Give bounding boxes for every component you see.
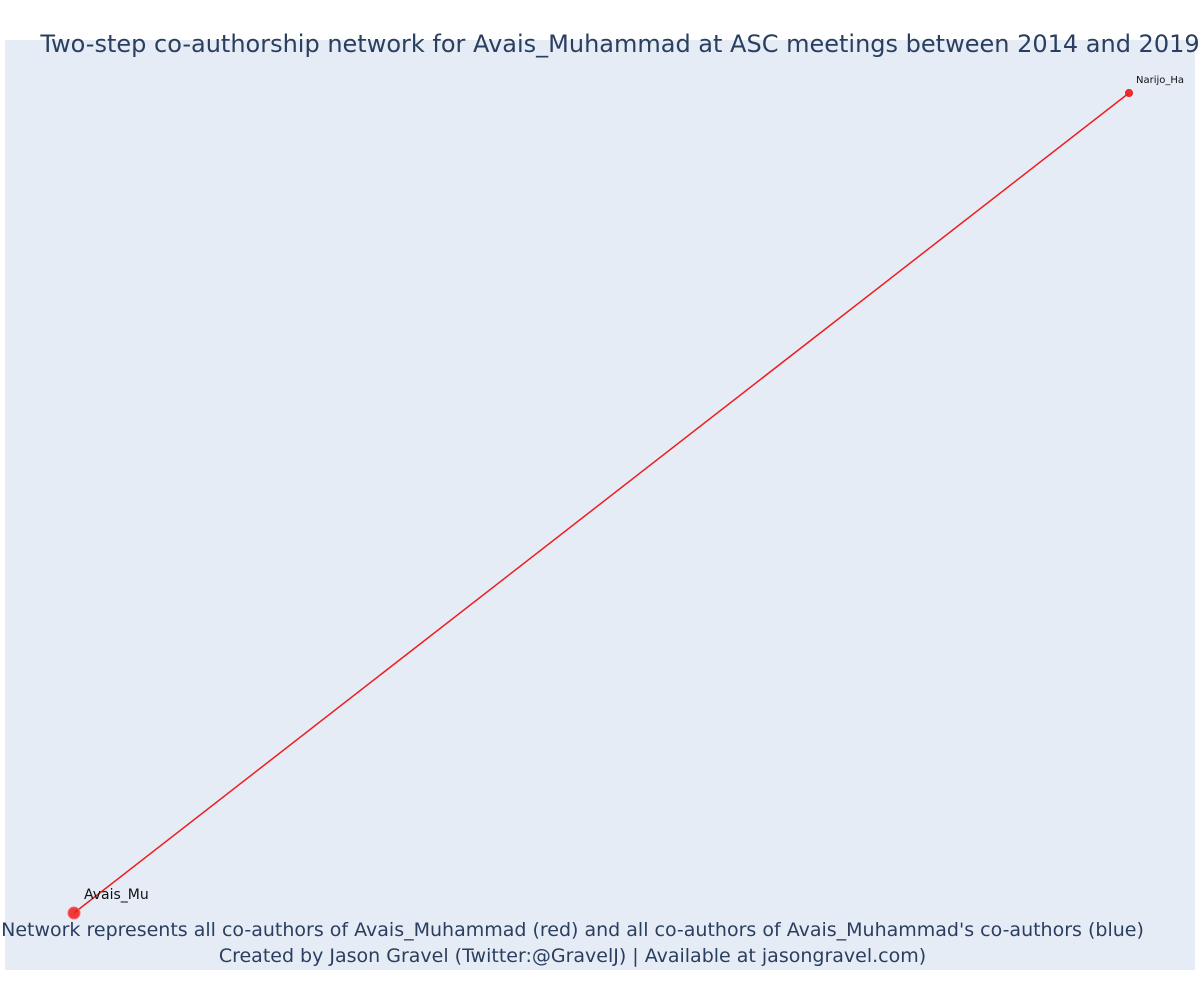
focal-author-node[interactable] [67, 906, 81, 920]
co-author-node[interactable] [1125, 89, 1133, 97]
caption-credit: Created by Jason Gravel (Twitter:@Gravel… [218, 945, 927, 967]
caption-description: Network represents all co-authors of Ava… [1, 919, 1144, 941]
network-edge [73, 92, 1130, 914]
co-author-label: Narijo_Ha [1136, 75, 1184, 86]
chart-title: Two-step co-authorship network for Avais… [40, 30, 1200, 58]
focal-author-label: Avais_Mu [84, 887, 149, 903]
